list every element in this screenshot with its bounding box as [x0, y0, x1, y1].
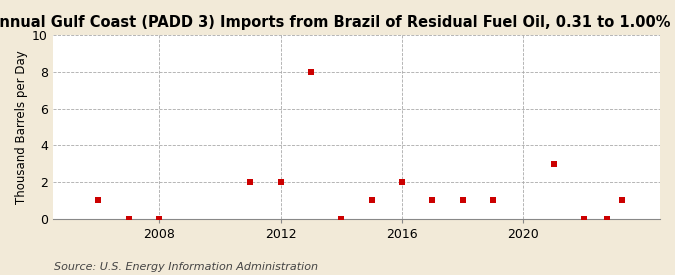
Text: Source: U.S. Energy Information Administration: Source: U.S. Energy Information Administ…: [54, 262, 318, 272]
Point: [457, 198, 468, 203]
Point: [336, 216, 347, 221]
Title: Annual Gulf Coast (PADD 3) Imports from Brazil of Residual Fuel Oil, 0.31 to 1.0: Annual Gulf Coast (PADD 3) Imports from …: [0, 15, 675, 30]
Point: [427, 198, 438, 203]
Point: [306, 70, 317, 74]
Point: [617, 198, 628, 203]
Point: [245, 180, 256, 184]
Y-axis label: Thousand Barrels per Day: Thousand Barrels per Day: [15, 50, 28, 204]
Point: [93, 198, 104, 203]
Point: [548, 161, 559, 166]
Point: [124, 216, 134, 221]
Point: [397, 180, 408, 184]
Point: [578, 216, 589, 221]
Point: [275, 180, 286, 184]
Point: [367, 198, 377, 203]
Point: [601, 216, 612, 221]
Point: [154, 216, 165, 221]
Point: [487, 198, 498, 203]
